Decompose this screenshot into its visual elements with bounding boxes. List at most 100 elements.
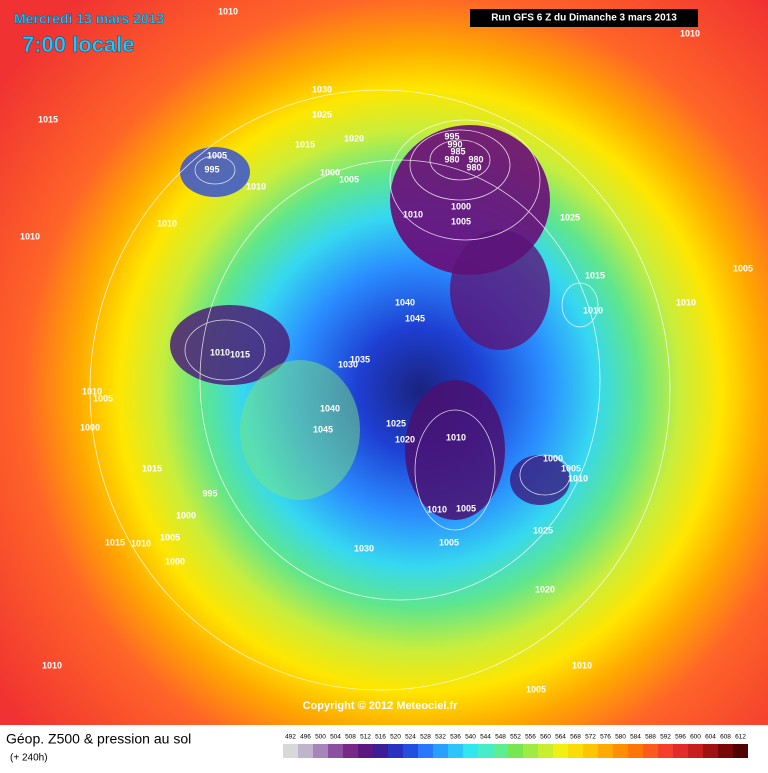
scale-label: 516 <box>375 734 386 741</box>
isobar-label: 1015 <box>295 139 315 149</box>
scale-label: 596 <box>675 734 686 741</box>
time: 7:00 locale <box>22 32 135 57</box>
isobar-label: 980 <box>468 154 483 164</box>
isobar-label: 1030 <box>354 543 374 553</box>
isobar-label: 1045 <box>313 424 333 434</box>
isobar-label: 1005 <box>439 537 459 547</box>
isobar-label: 1025 <box>386 418 406 428</box>
isobar-label: 1000 <box>451 201 471 211</box>
scale-label: 564 <box>555 734 566 741</box>
scale-label: 600 <box>690 734 701 741</box>
scale-swatch <box>568 744 583 758</box>
isobar-label: 1010 <box>131 538 151 548</box>
isobar-label: 980 <box>466 162 481 172</box>
scale-swatch <box>493 744 508 758</box>
scale-swatch <box>298 744 313 758</box>
scale-swatch <box>313 744 328 758</box>
isobar-label: 1015 <box>142 463 162 473</box>
scale-swatch <box>388 744 403 758</box>
isobar-label: 1000 <box>543 453 563 463</box>
scale-swatch <box>343 744 358 758</box>
scale-swatch <box>703 744 718 758</box>
isobar-label: 1010 <box>210 347 230 357</box>
scale-swatch <box>688 744 703 758</box>
scale-swatch <box>718 744 733 758</box>
scale-label: 504 <box>330 734 341 741</box>
isobar-label: 1040 <box>395 297 415 307</box>
scale-swatch <box>733 744 748 758</box>
scale-swatch <box>598 744 613 758</box>
scale-swatch <box>433 744 448 758</box>
scale-swatch <box>358 744 373 758</box>
scale-label: 528 <box>420 734 431 741</box>
isobar-label: 1000 <box>176 510 196 520</box>
isobar-label: 1005 <box>561 463 581 473</box>
isobar-label: 1020 <box>395 434 415 444</box>
isobar-label: 1005 <box>451 216 471 226</box>
scale-label: 568 <box>570 734 581 741</box>
isobar-label: 1015 <box>38 114 58 124</box>
isobar-label: 1025 <box>312 109 332 119</box>
isobar-label: 995 <box>444 131 459 141</box>
isobar-label: 980 <box>444 154 459 164</box>
copyright: Copyright © 2012 Meteociel.fr <box>303 700 459 712</box>
isobar-label: 1040 <box>320 403 340 413</box>
scale-label: 524 <box>405 734 416 741</box>
footer-lead: (+ 240h) <box>10 753 48 764</box>
scale-label: 520 <box>390 734 401 741</box>
geopotential-field <box>0 0 768 725</box>
scale-label: 508 <box>345 734 356 741</box>
isobar-label: 990 <box>447 139 462 149</box>
isobar-label: 1010 <box>403 209 423 219</box>
scale-swatch <box>478 744 493 758</box>
isobar-label: 1010 <box>82 386 102 396</box>
scale-swatch <box>613 744 628 758</box>
isobar-label: 1035 <box>350 354 370 364</box>
scale-label: 572 <box>585 734 596 741</box>
scale-label: 544 <box>480 734 491 741</box>
scale-swatch <box>523 744 538 758</box>
run-box <box>470 9 698 27</box>
scale-label: 536 <box>450 734 461 741</box>
scale-label: 548 <box>495 734 506 741</box>
isobar-label: 1010 <box>572 660 592 670</box>
isobar-label: 1030 <box>312 84 332 94</box>
scale-swatch <box>418 744 433 758</box>
isobar-label: 1010 <box>568 473 588 483</box>
isobar-label: 995 <box>202 488 217 498</box>
scale-label: 532 <box>435 734 446 741</box>
scale-swatch <box>628 744 643 758</box>
scale-swatch <box>658 744 673 758</box>
isobar-label: 1000 <box>165 556 185 566</box>
isobar-label: 1005 <box>93 393 113 403</box>
isobar-label: 1020 <box>535 584 555 594</box>
isobar-label: 1005 <box>207 150 227 160</box>
isobar-label: 1000 <box>320 167 340 177</box>
footer-title: Géop. Z500 & pression au sol <box>6 731 191 747</box>
scale-label: 588 <box>645 734 656 741</box>
isobar-label: 1010 <box>583 305 603 315</box>
isobar-label: 995 <box>204 164 219 174</box>
isobar-label: 1030 <box>338 359 358 369</box>
scale-label: 608 <box>720 734 731 741</box>
scale-swatch <box>328 744 343 758</box>
scale-label: 496 <box>300 734 311 741</box>
scale-label: 592 <box>660 734 671 741</box>
isobar-label: 1010 <box>680 28 700 38</box>
isobar-label: 1015 <box>105 537 125 547</box>
scale-swatch <box>508 744 523 758</box>
isobar-label: 1010 <box>218 6 238 16</box>
isobar-label: 1015 <box>585 270 605 280</box>
isobars <box>89 89 671 691</box>
scale-swatch <box>583 744 598 758</box>
isobar-label: 1010 <box>42 660 62 670</box>
isobar-label: 1005 <box>733 263 753 273</box>
isobar-label: 1010 <box>676 297 696 307</box>
isobar-label: 1045 <box>405 313 425 323</box>
run-info: Run GFS 6 Z du Dimanche 3 mars 2013 <box>491 13 677 24</box>
isobar-label: 1010 <box>20 231 40 241</box>
date: Mercredi 13 mars 2013 <box>14 11 164 27</box>
isobar-label: 1010 <box>157 218 177 228</box>
scale-label: 580 <box>615 734 626 741</box>
